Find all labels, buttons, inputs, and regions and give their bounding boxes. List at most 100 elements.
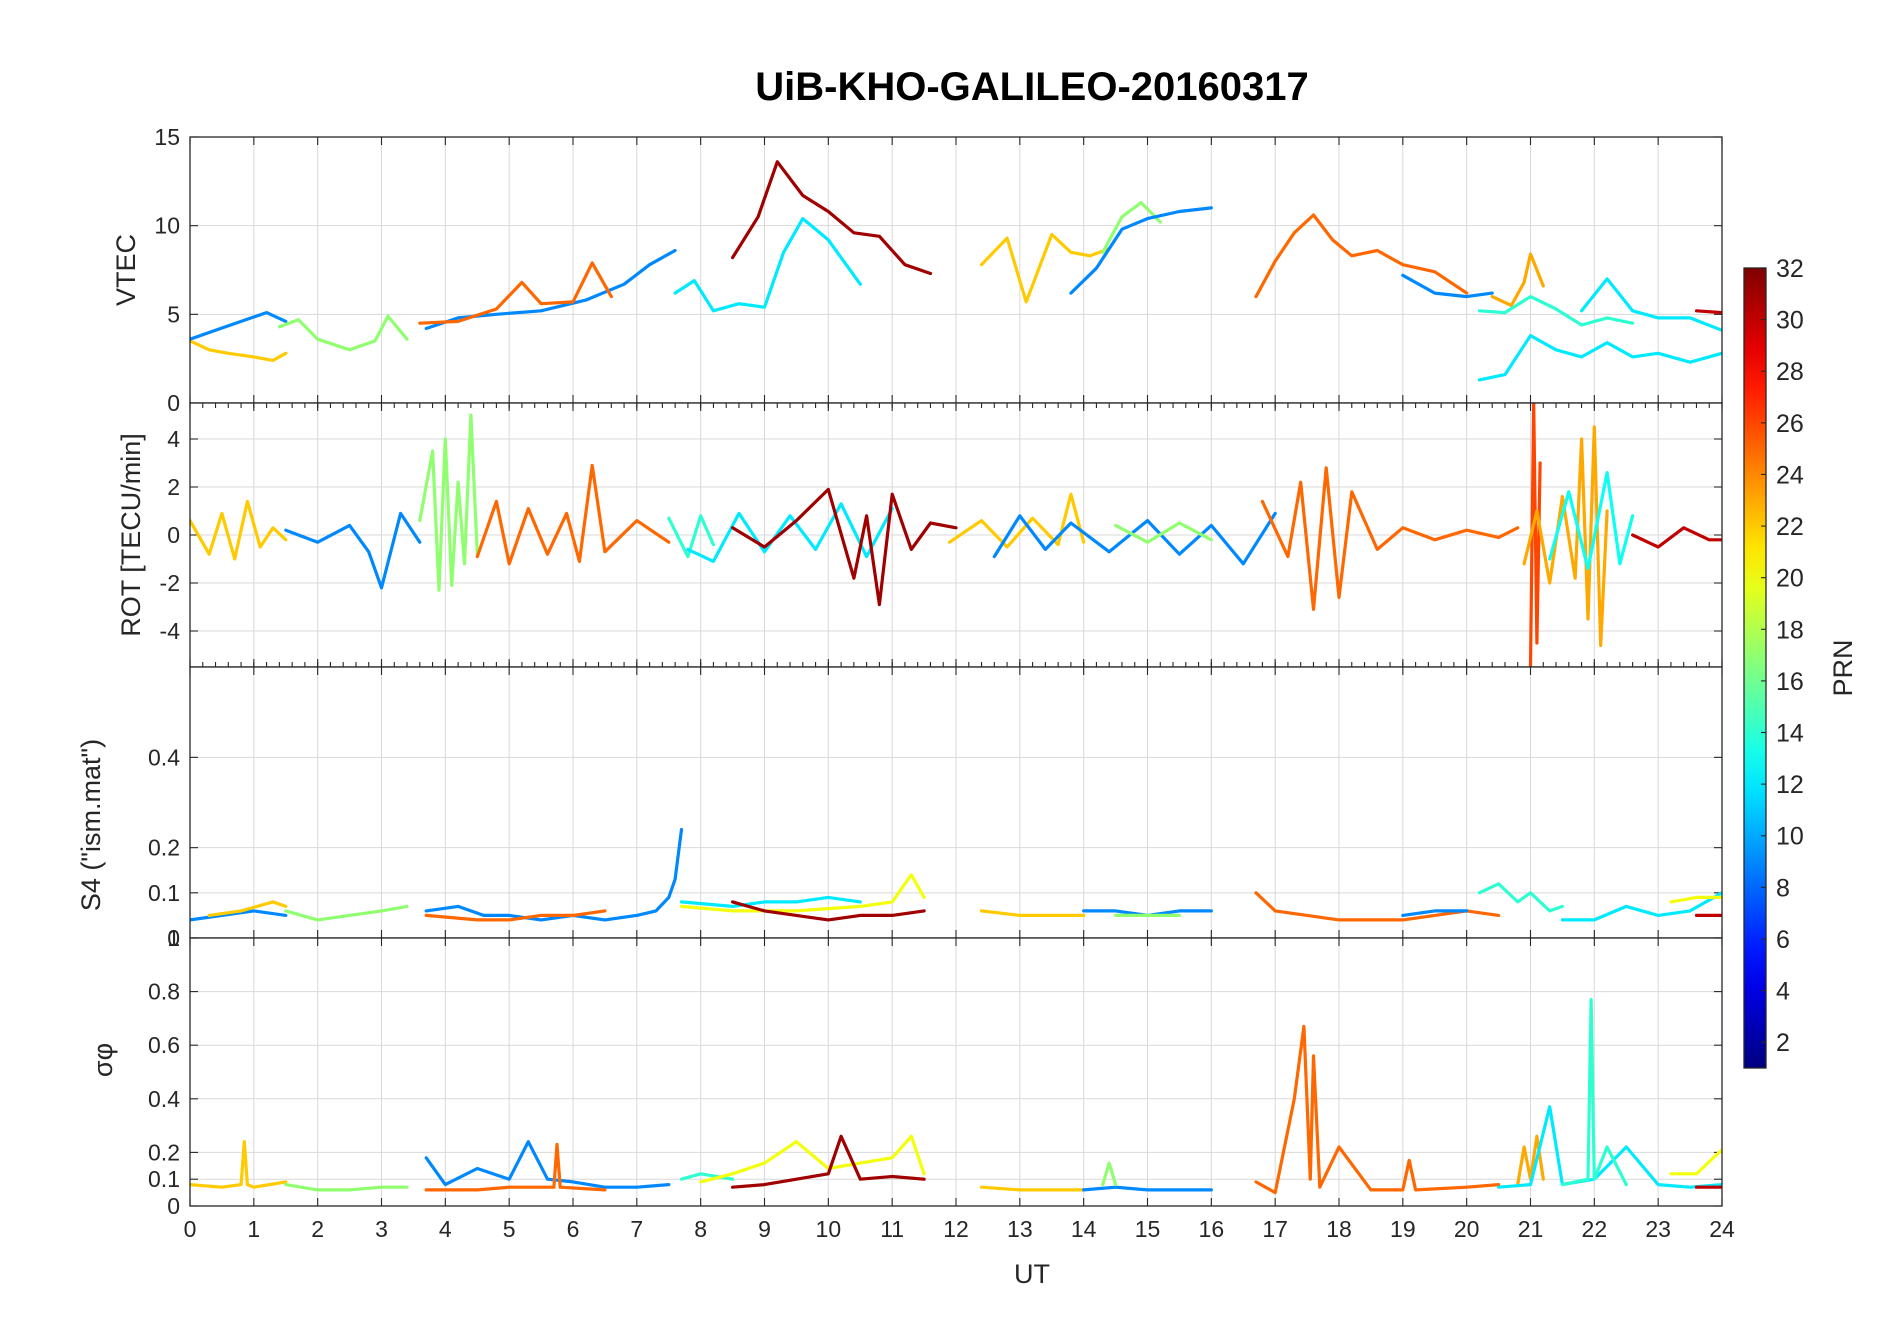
series-line-prn-25: [1254, 213, 1469, 299]
y-tick-label: 0: [167, 522, 180, 548]
series-line-prn-22: [190, 339, 288, 362]
x-tick-label: 16: [1199, 1216, 1225, 1242]
x-tick-label: 23: [1645, 1216, 1671, 1242]
series-line-prn-31: [730, 1134, 926, 1189]
series-line-prn-9: [190, 311, 288, 341]
y-tick-label: 15: [154, 124, 180, 150]
series-line-prn-12: [686, 502, 894, 564]
series-line-prn-14: [1560, 997, 1628, 1187]
series-line-prn-22: [979, 232, 1111, 304]
series-line-prn-25: [424, 909, 607, 922]
series-line-prn-25: [424, 1142, 607, 1192]
x-tick-label: 4: [439, 1216, 452, 1242]
series-line-prn-22: [979, 909, 1086, 918]
series-line-prn-17: [1113, 521, 1213, 544]
colorbar-tick-label: 28: [1776, 358, 1804, 386]
x-tick-label: 2: [311, 1216, 324, 1242]
x-tick-label: 13: [1007, 1216, 1033, 1242]
x-tick-label: 14: [1071, 1216, 1097, 1242]
series-group: [190, 997, 1722, 1195]
x-tick-label: 12: [943, 1216, 969, 1242]
x-tick-label: 5: [503, 1216, 516, 1242]
series-line-prn-9: [1069, 206, 1213, 295]
series-line-prn-9: [190, 909, 288, 922]
colorbar-tick-label: 12: [1776, 771, 1804, 799]
series-line-prn-12: [1579, 277, 1722, 332]
x-tick-label: 15: [1135, 1216, 1161, 1242]
series-line-prn-25: [1254, 1024, 1501, 1195]
x-tick-label: 6: [567, 1216, 580, 1242]
x-tick-label: 8: [694, 1216, 707, 1242]
x-tick-label: 9: [758, 1216, 771, 1242]
colorbar-tick-label: 8: [1776, 874, 1790, 902]
series-line-prn-30: [1694, 309, 1722, 315]
y-tick-label: 0.8: [148, 979, 180, 1005]
y-tick-label: 0.1: [148, 880, 180, 906]
series-line-prn-9: [424, 248, 677, 331]
colorbar-tick-label: 20: [1776, 565, 1804, 593]
x-tick-label: 17: [1262, 1216, 1288, 1242]
colorbar-tick-label: 32: [1776, 255, 1804, 283]
y-tick-label: -4: [160, 618, 181, 644]
chart-title: UiB-KHO-GALILEO-20160317: [755, 65, 1308, 109]
series-line-prn-20: [1669, 895, 1722, 904]
series-line-prn-22: [207, 900, 288, 918]
series-line-prn-17: [418, 413, 479, 592]
y-tick-label: 0.4: [148, 744, 180, 770]
series-line-prn-31: [730, 160, 933, 276]
series-group: [190, 160, 1722, 382]
x-tick-label: 19: [1390, 1216, 1416, 1242]
y-axis-label: ROT [TECU/min]: [116, 433, 146, 637]
colorbar-tick-label: 16: [1776, 668, 1804, 696]
series-line-prn-22: [947, 492, 1086, 549]
colorbar-tick-label: 6: [1776, 926, 1790, 954]
series-group: [190, 403, 1722, 667]
series-line-prn-12: [1560, 891, 1722, 922]
series-line-prn-9: [284, 511, 422, 590]
x-tick-label: 11: [880, 1216, 904, 1242]
panel-s4: 0 0.1 0.2 0.4 S4 ("ism.mat"): [76, 666, 1723, 951]
x-tick-label: 7: [630, 1216, 643, 1242]
series-line-prn-14: [1477, 882, 1565, 913]
series-line-prn-20: [679, 873, 926, 913]
series-line-prn-12: [673, 217, 862, 313]
series-line-prn-13: [1548, 471, 1635, 571]
y-tick-label: 0.4: [148, 1086, 180, 1112]
series-line-prn-30: [1630, 526, 1722, 549]
colorbar-tick-label: 18: [1776, 616, 1804, 644]
series-line-prn-23: [1490, 252, 1545, 308]
y-tick-label: 5: [167, 301, 180, 327]
y-tick-label: 1: [167, 925, 180, 951]
y-tick-label: 0.2: [148, 1139, 180, 1165]
colorbar-tick-label: 2: [1776, 1029, 1790, 1057]
y-axis-label: σφ: [88, 1043, 118, 1077]
y-tick-label: 0.6: [148, 1032, 180, 1058]
x-tick-label: 3: [375, 1216, 388, 1242]
y-tick-label: 4: [167, 426, 180, 452]
series-line-prn-31: [730, 487, 958, 607]
panel-vtec: 0 5 10 15 VTEC: [111, 124, 1723, 416]
x-tick-label: 0: [184, 1216, 197, 1242]
y-axis-label: S4 ("ism.mat"): [76, 739, 106, 911]
x-tick-label: 10: [816, 1216, 842, 1242]
colorbar-frame: [1743, 267, 1767, 1069]
colorbar-gradient: [1744, 268, 1766, 1068]
series-line-prn-23: [1522, 425, 1609, 648]
series-line-prn-9: [424, 1140, 671, 1189]
series-line-prn-17: [1101, 201, 1162, 254]
x-tick-label: 18: [1326, 1216, 1352, 1242]
series-line-prn-14: [667, 514, 716, 559]
colorbar-tick-label: 4: [1776, 978, 1790, 1006]
series-line-prn-9: [1082, 1185, 1213, 1192]
series-line-prn-31: [730, 900, 926, 922]
series-group: [190, 827, 1722, 922]
y-tick-label: -2: [160, 570, 180, 596]
x-tick-label: 21: [1518, 1216, 1544, 1242]
colorbar-tick-label: 10: [1776, 823, 1804, 851]
panel-frame: [189, 937, 1723, 1207]
series-line-prn-17: [277, 314, 409, 352]
series-line-prn-12: [1477, 334, 1722, 382]
x-tick-label: 1: [247, 1216, 260, 1242]
